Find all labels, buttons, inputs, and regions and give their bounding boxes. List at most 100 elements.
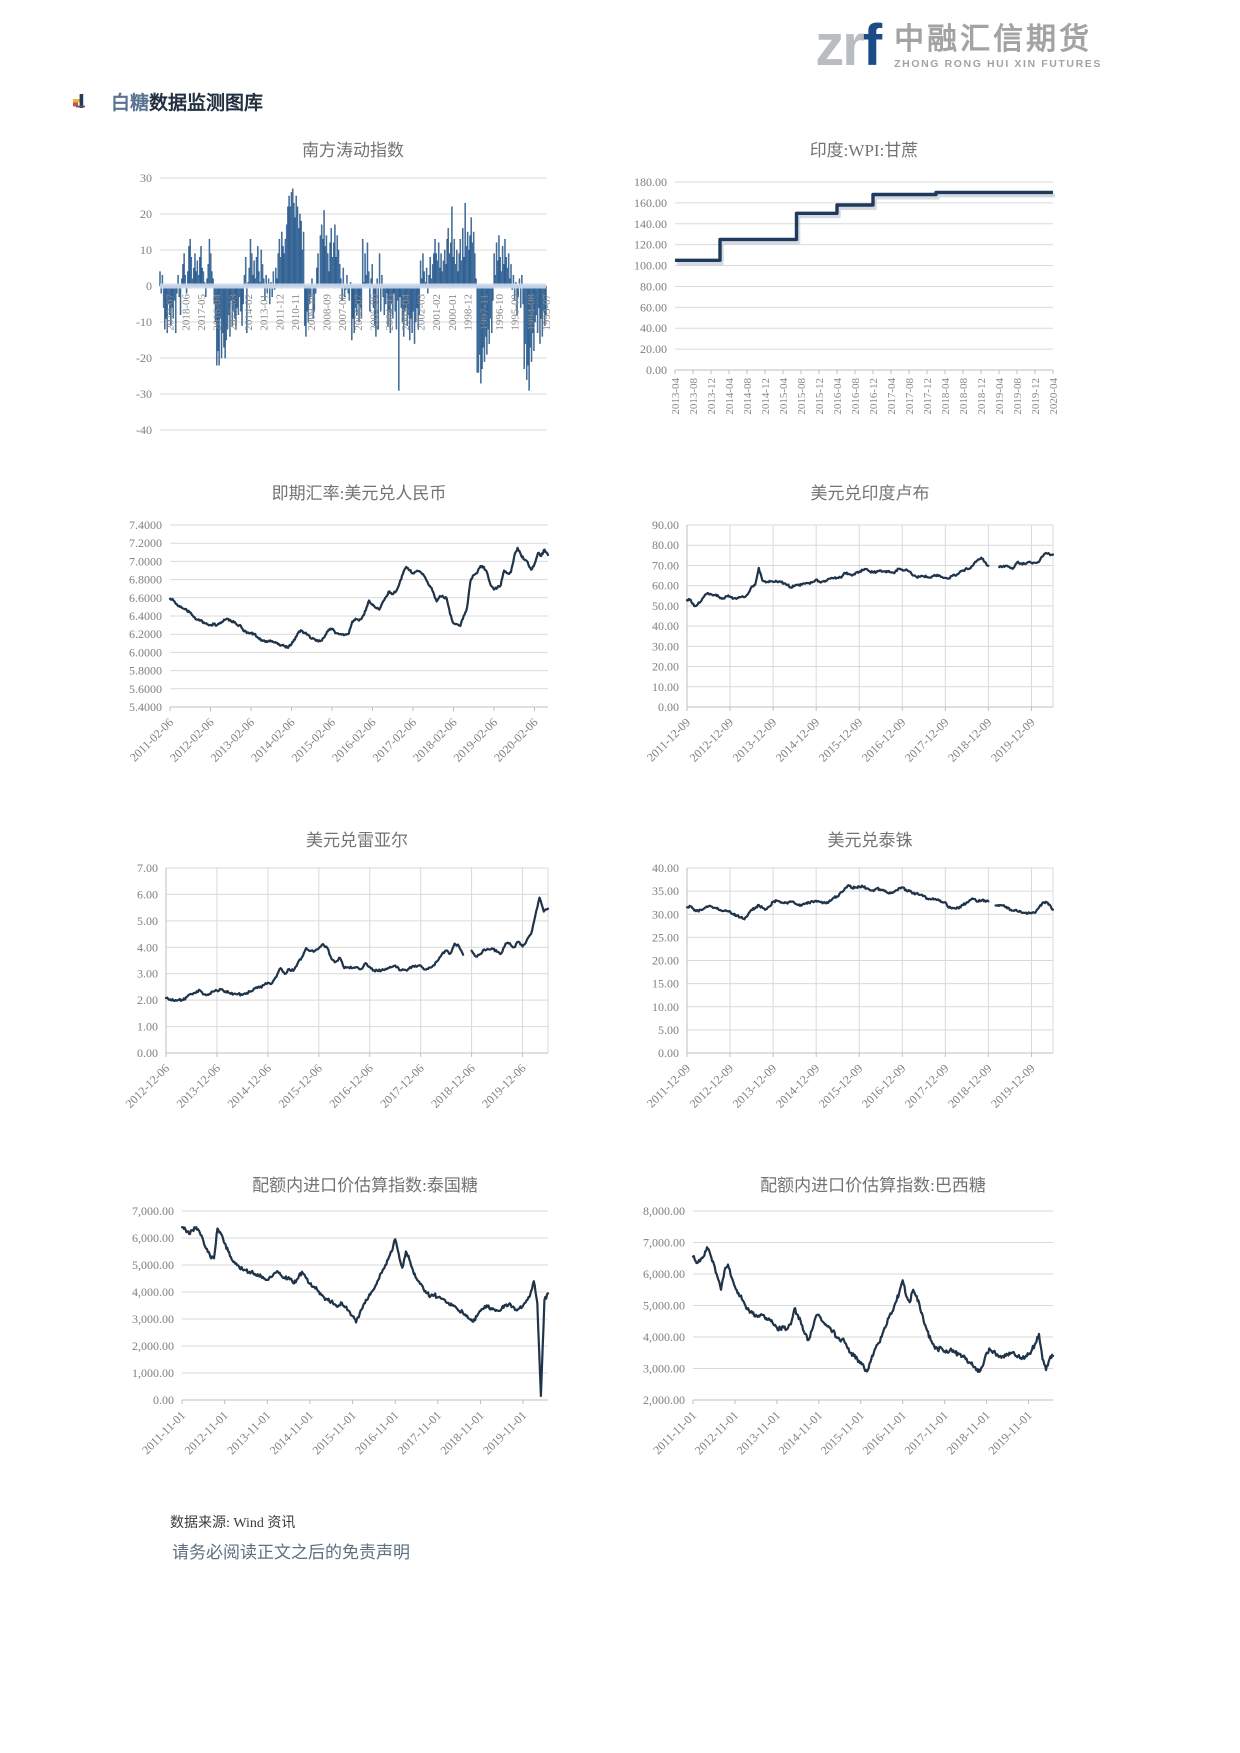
svg-text:2012-12-09: 2012-12-09 xyxy=(687,1061,736,1110)
company-name-cn: 中融汇信期货 xyxy=(894,23,1093,56)
svg-text:2015-12-09: 2015-12-09 xyxy=(816,1061,865,1110)
svg-text:15.00: 15.00 xyxy=(652,977,679,991)
page-title-rest: 数据监测图库 xyxy=(149,93,264,114)
svg-text:2015-12: 2015-12 xyxy=(814,378,826,415)
svg-text:2019-08: 2019-08 xyxy=(1012,378,1024,415)
svg-text:2013-11-01: 2013-11-01 xyxy=(224,1408,273,1457)
svg-text:-30: -30 xyxy=(136,387,152,401)
svg-text:60.00: 60.00 xyxy=(652,579,679,593)
svg-text:2014-12: 2014-12 xyxy=(760,378,772,415)
svg-text:5.4000: 5.4000 xyxy=(129,700,162,714)
svg-text:20.00: 20.00 xyxy=(640,342,667,356)
svg-text:2015-11-01: 2015-11-01 xyxy=(310,1408,359,1457)
svg-text:0.00: 0.00 xyxy=(137,1046,158,1060)
svg-text:20.00: 20.00 xyxy=(652,660,679,674)
svg-text:6.6000: 6.6000 xyxy=(129,591,162,605)
svg-text:0.00: 0.00 xyxy=(153,1393,174,1407)
svg-text:1,000.00: 1,000.00 xyxy=(132,1366,174,1380)
svg-text:7.4000: 7.4000 xyxy=(129,518,162,532)
svg-text:2013-12: 2013-12 xyxy=(706,378,718,415)
svg-text:70.00: 70.00 xyxy=(652,558,679,572)
svg-text:1998-12: 1998-12 xyxy=(463,294,475,331)
svg-text:2014-12-06: 2014-12-06 xyxy=(224,1061,273,1110)
svg-text:2005-06: 2005-06 xyxy=(369,294,381,331)
disclaimer-note: 请务必阅读正文之后的免责声明 xyxy=(172,1543,410,1562)
svg-text:50.00: 50.00 xyxy=(652,599,679,613)
svg-text:2019-11-01: 2019-11-01 xyxy=(480,1408,529,1457)
svg-text:-20: -20 xyxy=(136,351,152,365)
svg-text:100.00: 100.00 xyxy=(634,259,667,273)
svg-text:2015-11-01: 2015-11-01 xyxy=(818,1408,867,1457)
svg-text:南方涛动指数: 南方涛动指数 xyxy=(302,141,404,160)
chart-usd-brl: 7.00 6.00 5.00 4.00 3.00 2.00 1.00 0.00 2012-12-… xyxy=(70,820,560,1143)
svg-text:2013-08: 2013-08 xyxy=(688,378,700,415)
svg-text:2.00: 2.00 xyxy=(137,993,158,1007)
data-source-note: 数据来源: Wind 资讯 xyxy=(170,1516,296,1531)
svg-text:2013-01: 2013-01 xyxy=(259,294,271,331)
svg-text:-10: -10 xyxy=(136,315,152,329)
svg-text:25.00: 25.00 xyxy=(652,930,679,944)
svg-text:180.00: 180.00 xyxy=(634,175,667,189)
logo-zr-letters: zr xyxy=(815,13,865,78)
svg-text:8,000.00: 8,000.00 xyxy=(643,1204,685,1218)
svg-text:6.00: 6.00 xyxy=(137,887,158,901)
svg-text:2015-08: 2015-08 xyxy=(796,378,808,415)
logo-f-letter: f xyxy=(862,13,882,78)
svg-text:2006-07: 2006-07 xyxy=(353,294,365,331)
svg-text:2019-12-09: 2019-12-09 xyxy=(988,715,1037,764)
svg-text:2002-03: 2002-03 xyxy=(416,294,428,331)
svg-text:2015-03: 2015-03 xyxy=(227,294,239,331)
svg-text:140.00: 140.00 xyxy=(634,217,667,231)
svg-text:2000-01: 2000-01 xyxy=(447,294,459,331)
svg-text:2019-12: 2019-12 xyxy=(1030,378,1042,415)
svg-text:美元兑雷亚尔: 美元兑雷亚尔 xyxy=(306,831,408,850)
svg-text:2012-12-09: 2012-12-09 xyxy=(687,715,736,764)
svg-text:2016-12: 2016-12 xyxy=(868,378,880,415)
svg-text:20.00: 20.00 xyxy=(652,954,679,968)
svg-text:0.00: 0.00 xyxy=(658,700,679,714)
svg-text:2019-07: 2019-07 xyxy=(165,294,177,331)
svg-text:2013-12-06: 2013-12-06 xyxy=(174,1061,223,1110)
svg-text:3,000.00: 3,000.00 xyxy=(132,1312,174,1326)
svg-text:5.6000: 5.6000 xyxy=(129,682,162,696)
svg-text:7,000.00: 7,000.00 xyxy=(132,1204,174,1218)
svg-text:4,000.00: 4,000.00 xyxy=(132,1285,174,1299)
svg-text:5.00: 5.00 xyxy=(658,1023,679,1037)
chart-brazil-sugar-import-price-index: 8,000.00 7,000.00 6,000.00 5,000.00 4,000.00… xyxy=(575,1165,1065,1500)
svg-text:5.8000: 5.8000 xyxy=(129,664,162,678)
svg-text:7,000.00: 7,000.00 xyxy=(643,1236,685,1250)
svg-text:7.00: 7.00 xyxy=(137,861,158,875)
svg-text:2016-12-06: 2016-12-06 xyxy=(326,1061,375,1110)
page-title: 白糖数据监测图库 xyxy=(111,88,263,115)
svg-text:40.00: 40.00 xyxy=(640,321,667,335)
svg-text:2016-11-01: 2016-11-01 xyxy=(352,1408,401,1457)
svg-text:印度:WPI:甘蔗: 印度:WPI:甘蔗 xyxy=(810,141,919,160)
svg-text:30: 30 xyxy=(140,171,152,185)
svg-text:80.00: 80.00 xyxy=(652,538,679,552)
svg-text:2014-11-01: 2014-11-01 xyxy=(267,1408,316,1457)
svg-text:2013-11-01: 2013-11-01 xyxy=(734,1408,783,1457)
svg-text:2018-06: 2018-06 xyxy=(180,294,192,331)
svg-text:2014-04: 2014-04 xyxy=(724,378,736,415)
svg-text:2016-12-09: 2016-12-09 xyxy=(859,715,908,764)
svg-text:4,000.00: 4,000.00 xyxy=(643,1330,685,1344)
svg-text:1994-08: 1994-08 xyxy=(525,294,537,331)
chart-usd-cny-spot-rate: 7.4000 7.2000 7.0000 6.8000 6.6000 6.4000 6.20… xyxy=(70,473,560,790)
svg-text:30.00: 30.00 xyxy=(652,639,679,653)
svg-text:2013-12-09: 2013-12-09 xyxy=(730,715,779,764)
svg-text:2011-11-01: 2011-11-01 xyxy=(139,1408,188,1457)
svg-text:35.00: 35.00 xyxy=(652,884,679,898)
svg-text:2016-08: 2016-08 xyxy=(850,378,862,415)
svg-text:7.0000: 7.0000 xyxy=(129,554,162,568)
svg-text:2001-02: 2001-02 xyxy=(431,294,443,331)
svg-text:2009-10: 2009-10 xyxy=(306,294,318,331)
svg-text:40.00: 40.00 xyxy=(652,861,679,875)
svg-text:2019-12-09: 2019-12-09 xyxy=(988,1061,1037,1110)
svg-text:2014-12-09: 2014-12-09 xyxy=(773,715,822,764)
svg-text:10.00: 10.00 xyxy=(652,1000,679,1014)
svg-text:1996-10: 1996-10 xyxy=(494,294,506,331)
svg-text:2015-04: 2015-04 xyxy=(778,378,790,415)
svg-text:2011-12-09: 2011-12-09 xyxy=(644,715,693,764)
svg-text:2008-09: 2008-09 xyxy=(321,294,333,331)
svg-text:2003-04: 2003-04 xyxy=(400,294,412,331)
